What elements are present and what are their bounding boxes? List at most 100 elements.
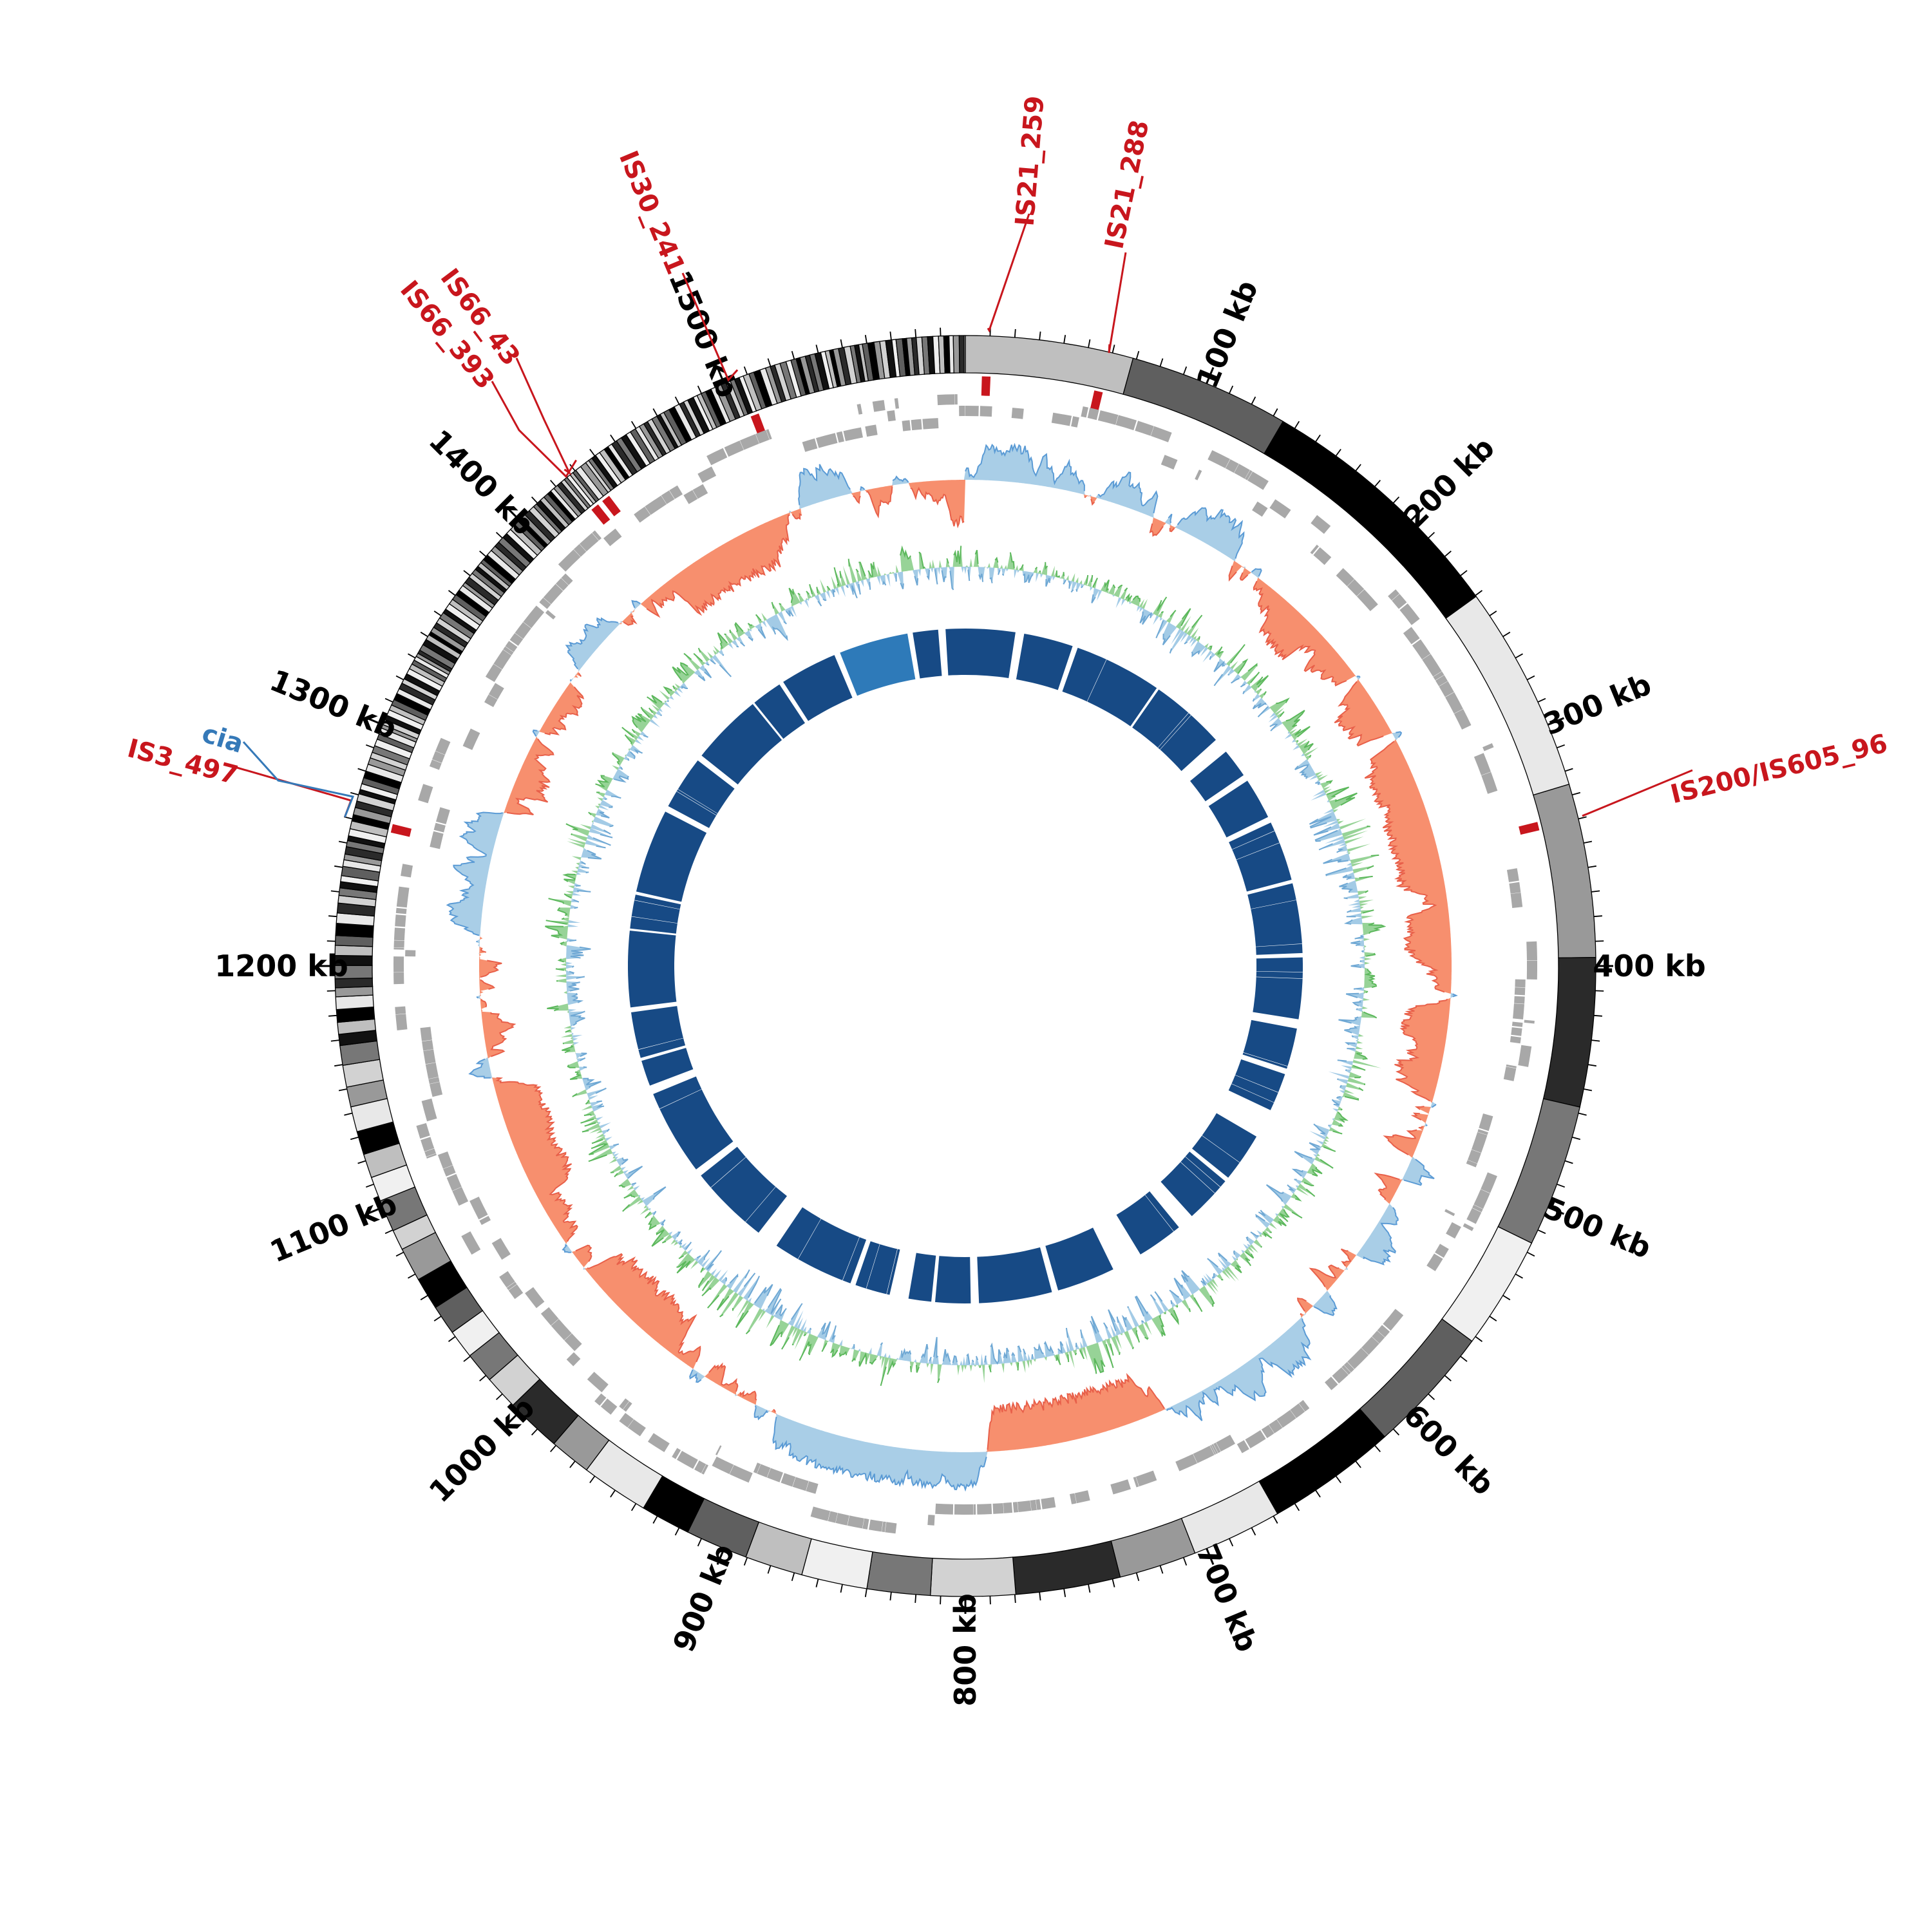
- axis-minor-tick: [330, 890, 339, 893]
- contig-segment: [930, 1557, 1017, 1597]
- axis-minor-tick: [791, 1572, 795, 1582]
- alignment-gap-hairline: [1157, 712, 1189, 748]
- gene-tile: [600, 1398, 618, 1415]
- gene-tile: [556, 578, 569, 591]
- axis-minor-tick: [630, 421, 637, 429]
- gene-tile: [1209, 1444, 1217, 1455]
- gene-tile: [1135, 1470, 1157, 1487]
- gene-tile: [430, 1082, 443, 1097]
- axis-minor-tick: [408, 653, 416, 659]
- axis-minor-tick: [1428, 531, 1435, 539]
- is-element-marks: [390, 376, 1540, 837]
- axis-minor-tick: [1335, 448, 1341, 457]
- gene-tile: [396, 886, 410, 908]
- gene-tile: [564, 1333, 582, 1351]
- gene-tile: [697, 466, 717, 483]
- gene-tile: [395, 914, 406, 927]
- gene-tile: [420, 1027, 432, 1041]
- gene-tile: [828, 1511, 838, 1523]
- gene-tile: [1290, 1403, 1305, 1418]
- gene-tile: [959, 406, 965, 417]
- gene-tile: [1511, 1027, 1522, 1036]
- axis-minor-tick: [408, 1273, 416, 1279]
- gene-tile: [425, 1063, 439, 1079]
- annotation-leader-line: [1582, 769, 1693, 817]
- gene-tile: [1133, 1477, 1139, 1488]
- gene-tile: [902, 420, 911, 431]
- gene-tile: [836, 431, 844, 443]
- gene-tile: [432, 751, 445, 763]
- gene-tile: [1003, 1502, 1013, 1513]
- gene-tile: [857, 404, 863, 415]
- axis-minor-tick: [420, 631, 428, 638]
- annotation-leader-line: [1108, 252, 1127, 354]
- alignment-block: [965, 629, 1016, 678]
- alignment-gap-hairline: [1202, 1135, 1240, 1163]
- gene-tile: [645, 495, 667, 515]
- annotation-leader-line: [515, 357, 572, 476]
- gene-tile: [792, 1477, 809, 1492]
- gene-tile: [1074, 1490, 1090, 1504]
- alignment-gap-hairline: [866, 1244, 880, 1289]
- gene-tile: [1325, 1376, 1338, 1390]
- gene-tile: [1310, 544, 1319, 554]
- axis-minor-tick: [550, 1444, 556, 1452]
- gene-tile: [452, 1187, 469, 1206]
- gene-tile: [1477, 1129, 1488, 1135]
- axis-minor-tick: [815, 1578, 819, 1587]
- gene-tile: [1526, 941, 1537, 961]
- axis-minor-tick: [350, 1136, 359, 1141]
- alignment-gap-hairline: [1235, 1075, 1278, 1093]
- gene-tile: [1372, 1331, 1385, 1344]
- alignment-block: [913, 629, 942, 679]
- axis-minor-tick: [1515, 1273, 1523, 1279]
- gene-tile: [922, 418, 939, 430]
- gene-tile: [648, 1433, 670, 1452]
- gene-tile: [894, 398, 899, 409]
- axis-minor-tick: [1251, 1527, 1256, 1536]
- gene-tile: [395, 1014, 408, 1030]
- gene-tile: [712, 1456, 734, 1474]
- axis-minor-tick: [569, 1461, 576, 1468]
- gene-tile: [503, 646, 514, 656]
- gene-tile: [543, 583, 564, 605]
- gene-tile: [1479, 1113, 1493, 1132]
- axis-minor-tick: [395, 675, 404, 681]
- gene-tile: [887, 410, 896, 422]
- axis-minor-tick: [743, 366, 748, 375]
- gene-tile: [1018, 1501, 1032, 1512]
- alignment-block: [631, 1006, 686, 1058]
- axis-minor-tick: [1587, 865, 1596, 868]
- gene-tile: [927, 1515, 935, 1526]
- gene-tile: [1269, 1419, 1283, 1434]
- gene-tile: [1030, 1499, 1037, 1511]
- gene-tile: [835, 1513, 849, 1526]
- alignment-gap-hairline: [1180, 1162, 1215, 1194]
- axis-minor-tick: [1251, 396, 1256, 405]
- gene-tile: [1466, 1160, 1477, 1168]
- axis-minor-tick: [1182, 1557, 1188, 1566]
- axis-minor-tick: [1273, 408, 1278, 417]
- gene-tile: [802, 438, 818, 452]
- gene-tile: [619, 1398, 629, 1410]
- axis-minor-tick: [864, 335, 867, 344]
- is-mark: [602, 495, 621, 516]
- gene-tile: [701, 1464, 708, 1475]
- gc-skew-ring: [446, 442, 1458, 1492]
- axis-minor-tick: [1502, 1294, 1511, 1301]
- gene-tile: [1208, 450, 1230, 468]
- gene-tile: [1081, 406, 1088, 418]
- is-mark: [981, 376, 991, 396]
- alignment-block: [1192, 1113, 1257, 1178]
- axis-minor-tick: [697, 385, 702, 394]
- gene-tile: [1377, 1325, 1390, 1338]
- axis-minor-tick: [327, 990, 336, 992]
- axis-minor-tick: [1475, 1336, 1483, 1342]
- axis-minor-tick: [1063, 335, 1066, 344]
- gene-tile: [973, 1504, 976, 1515]
- gene-tile: [1524, 1019, 1535, 1024]
- gene-tile: [885, 1522, 897, 1534]
- gene-tile: [911, 419, 922, 431]
- gene-tile: [1356, 589, 1378, 611]
- axis-minor-tick: [327, 940, 336, 942]
